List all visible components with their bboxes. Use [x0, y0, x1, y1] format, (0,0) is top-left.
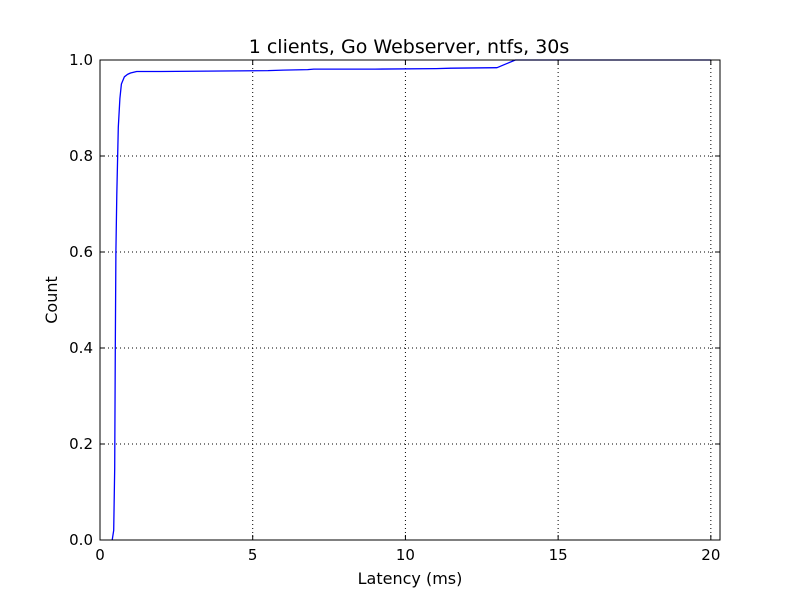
- cdf-line: [111, 59, 711, 541]
- series-layer: [111, 59, 711, 541]
- x-tick-label: 5: [248, 546, 258, 564]
- plot-frame: [99, 59, 721, 541]
- y-tick-label: 0.4: [69, 339, 93, 357]
- y-tick-label: 0.2: [69, 435, 93, 453]
- y-axis-label: Count: [42, 276, 61, 324]
- y-tick-label: 0.6: [69, 243, 93, 261]
- y-tick-label: 0.8: [69, 147, 93, 165]
- y-tick-label: 1.0: [69, 51, 93, 69]
- x-tick-label: 10: [396, 546, 415, 564]
- y-tick-label: 0.0: [69, 531, 93, 549]
- chart-title: 1 clients, Go Webserver, ntfs, 30s: [249, 36, 570, 58]
- ticks-layer: 0 5 10 15 20 0.0 0.2 0.4 0.6 0.8 1.0: [69, 51, 720, 564]
- x-tick-label: 0: [95, 546, 105, 564]
- x-tick-label: 15: [549, 546, 568, 564]
- x-tick-label: 20: [701, 546, 720, 564]
- grid: [100, 60, 720, 540]
- x-axis-label: Latency (ms): [358, 569, 463, 588]
